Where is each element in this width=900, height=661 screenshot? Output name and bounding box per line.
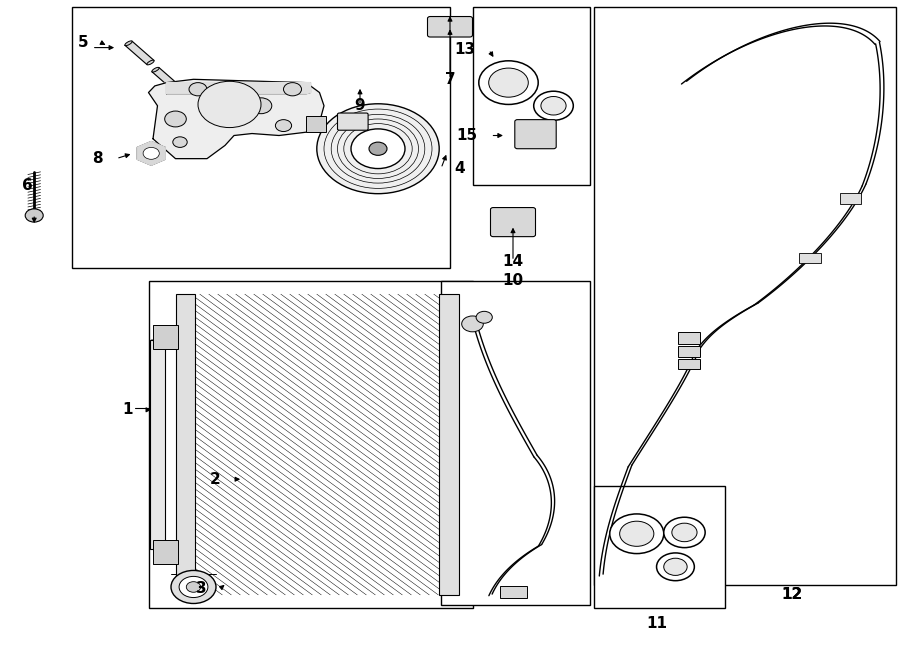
Ellipse shape [125, 41, 132, 46]
Bar [148, 281, 472, 608]
Ellipse shape [147, 60, 154, 65]
Circle shape [25, 209, 43, 222]
Circle shape [284, 83, 302, 96]
Circle shape [198, 81, 261, 128]
Circle shape [165, 111, 186, 127]
Circle shape [171, 570, 216, 603]
Bar [439, 294, 459, 595]
Circle shape [317, 104, 439, 194]
Circle shape [462, 316, 483, 332]
Bar [176, 294, 195, 595]
Circle shape [186, 582, 201, 592]
FancyBboxPatch shape [428, 17, 473, 37]
Circle shape [489, 68, 528, 97]
Text: 12: 12 [781, 588, 803, 602]
Text: 14: 14 [502, 254, 524, 270]
Text: 4: 4 [454, 161, 465, 176]
Bar [840, 193, 861, 204]
FancyBboxPatch shape [491, 208, 536, 237]
FancyBboxPatch shape [338, 113, 368, 130]
Text: 13: 13 [454, 42, 475, 57]
Text: 12: 12 [781, 588, 803, 602]
Circle shape [664, 558, 688, 575]
Text: 7: 7 [445, 72, 455, 87]
Text: 2: 2 [210, 472, 220, 486]
Bar [799, 253, 821, 263]
Circle shape [275, 120, 292, 132]
Text: 15: 15 [456, 128, 477, 143]
Ellipse shape [152, 67, 159, 72]
Circle shape [179, 576, 208, 598]
Circle shape [534, 91, 573, 120]
Bar [306, 116, 326, 132]
Bar [441, 281, 590, 605]
Bar [72, 7, 450, 268]
Circle shape [143, 147, 159, 159]
Text: 9: 9 [355, 98, 365, 113]
Circle shape [657, 553, 695, 580]
Bar [153, 325, 178, 349]
Polygon shape [137, 141, 166, 165]
Polygon shape [166, 83, 310, 94]
Circle shape [476, 311, 492, 323]
Polygon shape [125, 41, 154, 65]
Text: 8: 8 [92, 151, 103, 166]
Bar [678, 332, 700, 344]
Text: 3: 3 [196, 581, 207, 596]
Polygon shape [148, 79, 324, 159]
Text: 6: 6 [22, 178, 32, 192]
Bar [150, 340, 165, 549]
Circle shape [610, 514, 664, 554]
Text: 5: 5 [77, 36, 88, 50]
Circle shape [671, 524, 698, 542]
Bar [594, 486, 724, 608]
Circle shape [250, 98, 272, 114]
Bar [678, 346, 700, 357]
Circle shape [664, 517, 706, 547]
Bar [594, 7, 896, 585]
Bar [500, 586, 526, 598]
Circle shape [189, 83, 207, 96]
Text: 10: 10 [502, 272, 524, 288]
Text: 11: 11 [646, 616, 668, 631]
Circle shape [541, 97, 566, 115]
FancyBboxPatch shape [515, 120, 556, 149]
Ellipse shape [174, 87, 181, 91]
Bar [153, 540, 178, 564]
Circle shape [479, 61, 538, 104]
Bar [472, 7, 590, 185]
Circle shape [351, 129, 405, 169]
Circle shape [619, 521, 653, 546]
Circle shape [173, 137, 187, 147]
Text: 1: 1 [122, 403, 133, 417]
Circle shape [369, 142, 387, 155]
Polygon shape [152, 67, 181, 91]
Bar [678, 358, 700, 369]
